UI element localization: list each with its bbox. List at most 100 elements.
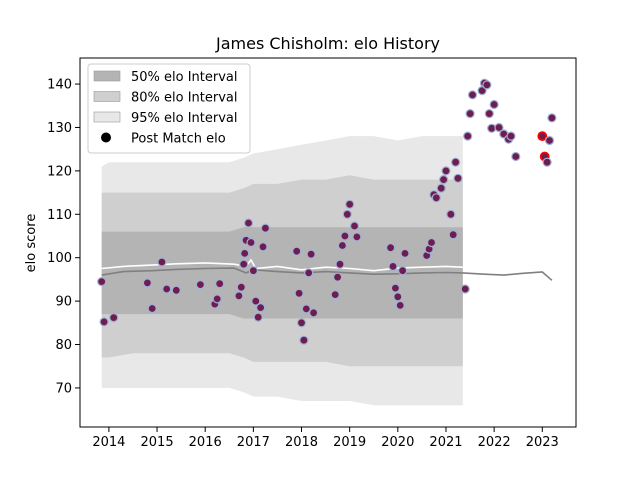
data-point — [335, 259, 345, 269]
legend-swatch-post-match — [101, 132, 111, 143]
data-point — [386, 243, 396, 253]
legend-frame — [87, 63, 251, 154]
data-point — [398, 266, 408, 276]
data-point — [463, 131, 473, 141]
data-point — [494, 122, 504, 133]
data-point — [162, 284, 172, 294]
y-tick-label: 130 — [47, 121, 72, 136]
data-point — [388, 261, 398, 271]
data-point — [251, 296, 261, 306]
data-point — [301, 304, 311, 314]
y-axis-title: elo score — [24, 214, 39, 273]
data-point — [296, 318, 307, 328]
legend-swatch-band95 — [93, 111, 121, 123]
data-point — [309, 308, 319, 318]
x-tick-label: 2018 — [285, 435, 318, 450]
data-point — [248, 266, 258, 276]
x-tick-label: 2015 — [141, 435, 174, 450]
data-point — [448, 230, 458, 240]
data-point — [537, 131, 548, 142]
data-point — [426, 237, 437, 248]
data-point — [147, 303, 157, 314]
data-point — [260, 223, 270, 233]
y-tick-label: 140 — [47, 78, 72, 93]
legend-swatch-band50 — [93, 70, 121, 82]
data-point — [506, 131, 516, 141]
data-point — [393, 292, 403, 302]
data-point — [467, 90, 478, 100]
x-tick-label: 2023 — [526, 435, 559, 450]
data-point — [299, 335, 309, 345]
data-point — [337, 240, 347, 251]
x-tick-label: 2022 — [478, 435, 511, 450]
data-point — [511, 151, 521, 162]
data-point — [390, 283, 400, 293]
data-point — [544, 135, 555, 146]
data-point — [465, 108, 475, 119]
data-point — [352, 232, 362, 242]
data-point — [99, 317, 109, 327]
data-point — [215, 279, 225, 289]
data-point — [157, 257, 167, 267]
plot-area — [97, 78, 557, 406]
legend-label: 80% elo Interval — [131, 91, 238, 106]
legend-label: 95% elo Interval — [131, 111, 238, 126]
data-point — [142, 278, 152, 288]
y-tick-label: 120 — [47, 164, 72, 179]
band-50 — [101, 227, 463, 319]
data-point — [234, 291, 244, 301]
legend-label: Post Match elo — [131, 132, 226, 147]
y-tick-label: 70 — [55, 381, 72, 396]
data-point — [212, 294, 222, 304]
data-point — [243, 218, 254, 228]
data-point — [542, 157, 552, 167]
data-point — [340, 231, 350, 241]
data-point — [97, 277, 107, 287]
data-point — [306, 249, 316, 259]
x-tick-label: 2016 — [189, 435, 222, 450]
data-point — [349, 221, 360, 231]
x-tick-label: 2021 — [429, 435, 462, 450]
data-point — [345, 199, 355, 209]
data-point — [436, 183, 446, 193]
y-tick-label: 100 — [47, 251, 72, 266]
data-point — [333, 272, 343, 282]
data-point — [484, 108, 494, 119]
x-tick-label: 2017 — [237, 435, 270, 450]
data-point — [246, 237, 256, 248]
data-point — [446, 209, 456, 219]
y-tick-label: 80 — [55, 338, 72, 353]
y-axis: 70 80 90 100 110 120 130 140 — [47, 78, 80, 396]
data-point — [431, 193, 441, 203]
data-point — [256, 303, 266, 313]
data-point — [453, 173, 463, 183]
data-point — [400, 248, 410, 258]
data-point — [171, 285, 181, 295]
data-point — [342, 209, 352, 219]
data-point — [439, 175, 449, 185]
data-point — [547, 113, 557, 123]
data-point — [253, 312, 263, 322]
legend: 50% elo Interval 80% elo Interval 95% elo … — [87, 63, 251, 154]
median-line — [101, 267, 553, 281]
data-point — [109, 313, 119, 323]
data-point — [258, 242, 268, 252]
data-point — [441, 166, 451, 176]
data-point — [195, 280, 205, 290]
chart-title: James Chisholm: elo History — [215, 34, 440, 53]
x-tick-label: 2014 — [92, 435, 125, 450]
data-point — [330, 290, 340, 300]
data-point — [292, 246, 302, 256]
data-point — [460, 284, 470, 294]
data-point — [489, 99, 499, 110]
data-point — [240, 248, 250, 258]
data-point — [395, 300, 405, 310]
data-point — [304, 268, 314, 278]
y-tick-label: 110 — [47, 208, 72, 223]
x-axis: 2014 2015 2016 2017 2018 2019 2020 2021 2022 2023 — [92, 427, 559, 450]
data-point — [451, 157, 461, 167]
plot-frame — [79, 57, 577, 428]
data-point — [239, 259, 249, 269]
legend-label: 50% elo Interval — [131, 70, 238, 85]
